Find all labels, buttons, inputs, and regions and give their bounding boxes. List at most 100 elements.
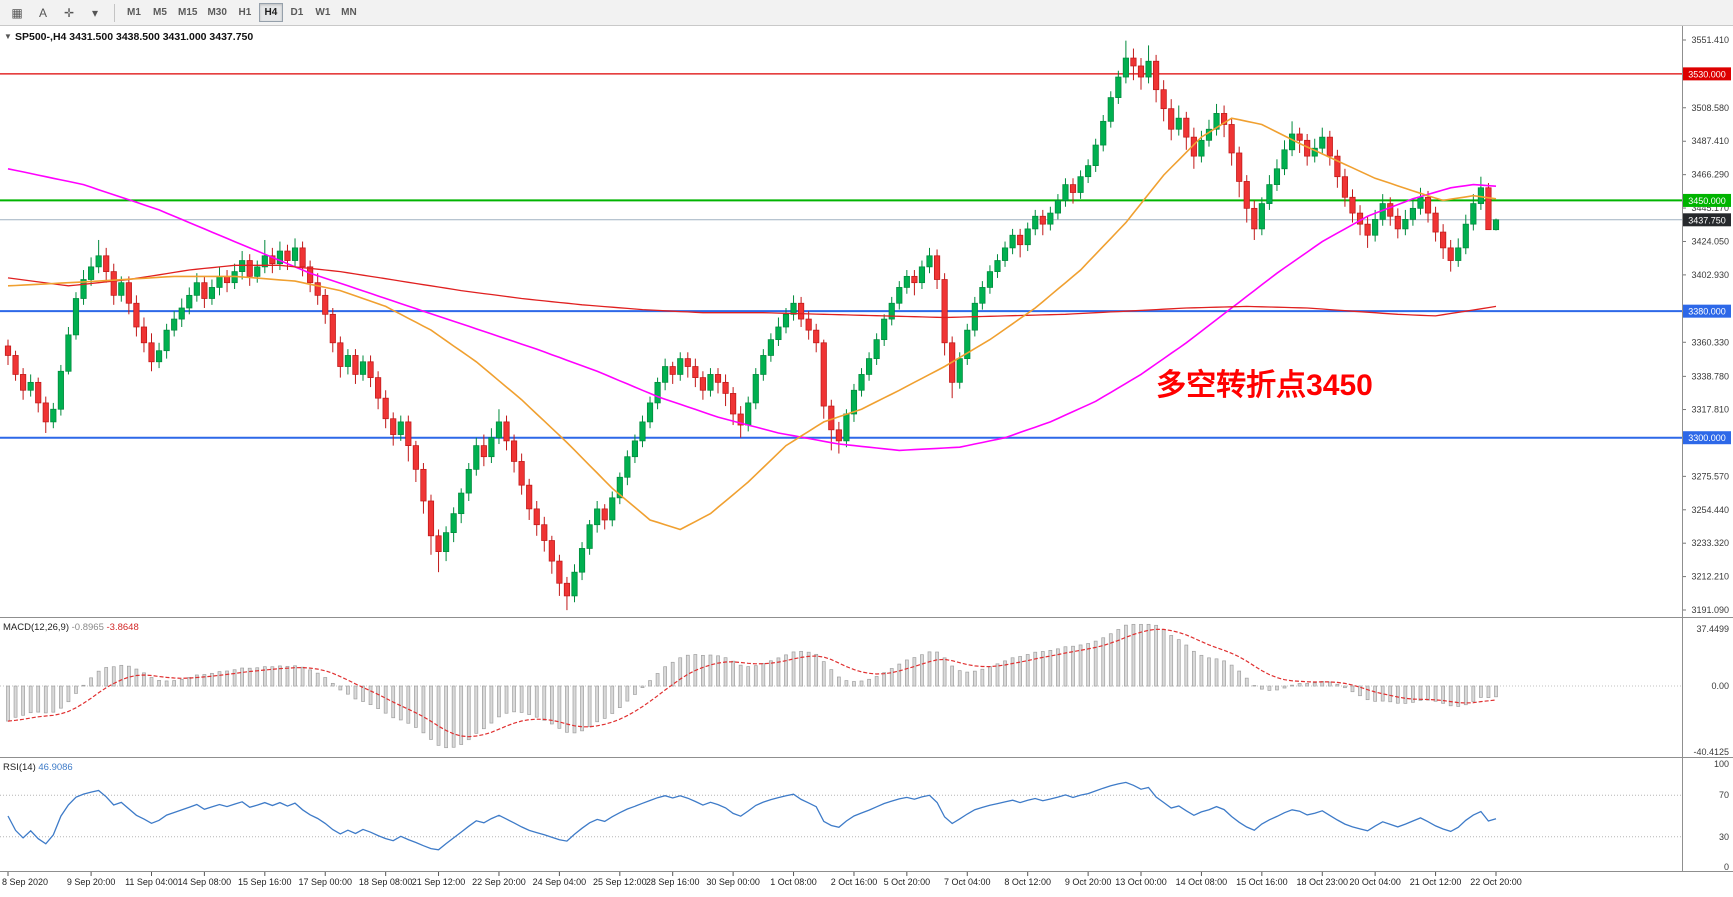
macd-histogram-bar bbox=[1161, 629, 1166, 687]
candle-body bbox=[722, 381, 729, 394]
macd-histogram-bar bbox=[1093, 640, 1098, 687]
macd-histogram-bar bbox=[232, 669, 237, 687]
tools-dropdown-icon[interactable]: ▾ bbox=[91, 5, 99, 20]
macd-histogram-bar bbox=[89, 677, 93, 687]
timeframe-mn[interactable]: MN bbox=[341, 7, 357, 18]
macd-axis-min: -40.4125 bbox=[1693, 747, 1729, 757]
bid-price-label: 3437.750 bbox=[1688, 215, 1726, 225]
top-toolbar: ▦ A ✛ ▾ M1 M5 M15 M30 H1 H4 D1 W1 MN bbox=[0, 0, 1733, 26]
macd-histogram-bar bbox=[255, 667, 260, 687]
timeframe-h1[interactable]: H1 bbox=[238, 7, 252, 18]
macd-histogram-bar bbox=[920, 654, 924, 687]
time-axis-label: 9 Oct 20:00 bbox=[1065, 877, 1112, 887]
macd-histogram-bar bbox=[1176, 639, 1181, 687]
candle-body bbox=[556, 560, 563, 584]
macd-histogram-bar bbox=[1214, 658, 1219, 687]
candle-body bbox=[526, 484, 533, 510]
macd-histogram-bar bbox=[247, 667, 252, 687]
macd-histogram-bar bbox=[338, 685, 343, 691]
candle-body bbox=[1107, 97, 1114, 122]
horizontal-levels bbox=[0, 73, 1682, 439]
timeframe-m30[interactable]: M30 bbox=[207, 7, 227, 18]
candle-body bbox=[798, 302, 805, 320]
macd-histogram-bar bbox=[43, 685, 48, 714]
price-axis[interactable]: 3551.410 3508.580 3487.410 3466.290 3445.170… bbox=[1682, 35, 1731, 615]
macd-histogram-bar bbox=[1116, 629, 1121, 687]
annotation-text[interactable]: 多空转折点3450 bbox=[1156, 369, 1373, 402]
macd-histogram-bar bbox=[542, 685, 547, 721]
time-axis-label: 13 Oct 00:00 bbox=[1115, 877, 1167, 887]
time-axis-label: 21 Sep 12:00 bbox=[412, 877, 466, 887]
timeframe-m5[interactable]: M5 bbox=[153, 7, 167, 18]
candle-body bbox=[284, 250, 291, 261]
macd-histogram-bar bbox=[134, 668, 139, 687]
time-axis-label: 1 Oct 08:00 bbox=[770, 877, 817, 887]
macd-histogram-bar bbox=[557, 685, 562, 729]
macd-histogram-bar bbox=[315, 672, 320, 687]
crosshair-tool-icon[interactable]: ✛ bbox=[63, 5, 75, 20]
hline-price-label: 3380.000 bbox=[1688, 307, 1726, 317]
ma-orange bbox=[7, 117, 1497, 531]
candle-body bbox=[465, 468, 472, 494]
timeframe-w1[interactable]: W1 bbox=[315, 7, 331, 18]
macd-histogram-bar bbox=[111, 666, 116, 687]
macd-histogram-bar bbox=[1479, 685, 1483, 698]
timeframe-d1[interactable]: D1 bbox=[290, 7, 304, 18]
macd-histogram-bar bbox=[837, 676, 841, 687]
candle-body bbox=[390, 418, 397, 435]
timeframe-h4[interactable]: H4 bbox=[258, 3, 283, 22]
macd-histogram-bar bbox=[225, 670, 229, 687]
time-axis-label: 9 Sep 20:00 bbox=[67, 877, 116, 887]
candle-body bbox=[1440, 231, 1447, 249]
macd-histogram-bar bbox=[346, 685, 350, 695]
macd-histogram-bar bbox=[1395, 685, 1400, 704]
macd-histogram-bar bbox=[1403, 685, 1408, 704]
candle-body bbox=[1039, 215, 1046, 225]
macd-histogram-bar bbox=[723, 657, 728, 687]
price-axis-label: 3551.410 bbox=[1691, 35, 1729, 45]
macd-histogram-bar bbox=[414, 685, 418, 728]
candle-body bbox=[133, 302, 140, 328]
macd-histogram-bar bbox=[1003, 660, 1007, 687]
candle-body bbox=[375, 377, 382, 399]
time-axis-label: 14 Sep 08:00 bbox=[178, 877, 232, 887]
macd-histogram-bar bbox=[927, 651, 932, 687]
candle-body bbox=[616, 476, 623, 499]
macd-histogram-bar bbox=[625, 685, 630, 702]
candle-body bbox=[1168, 108, 1175, 130]
macd-histogram-bar bbox=[1131, 623, 1136, 687]
macd-histogram-bar bbox=[270, 666, 275, 687]
timeframe-m15[interactable]: M15 bbox=[178, 7, 198, 18]
price-axis-label: 3233.320 bbox=[1691, 538, 1729, 548]
candle-body bbox=[291, 247, 299, 261]
macd-histogram-bar bbox=[769, 660, 773, 687]
candle-body bbox=[322, 294, 329, 315]
candle-body bbox=[1228, 124, 1235, 154]
candle-body bbox=[986, 271, 994, 288]
text-tool-icon[interactable]: A bbox=[38, 5, 47, 20]
macd-histogram-bar bbox=[1222, 660, 1226, 687]
macd-histogram-bar bbox=[1335, 683, 1340, 687]
candle-body bbox=[269, 255, 276, 265]
macd-histogram-bar bbox=[776, 657, 781, 687]
time-axis-label: 5 Oct 20:00 bbox=[884, 877, 931, 887]
candle-body bbox=[624, 456, 631, 478]
time-axis-label: 8 Oct 12:00 bbox=[1004, 877, 1051, 887]
macd-histogram-bar bbox=[383, 685, 388, 714]
candle-body bbox=[1417, 196, 1424, 209]
price-chart-canvas[interactable]: 多空转折点3450 ▼ SP500-,H4 3431.500 3438.500 34… bbox=[0, 26, 1733, 897]
macd-histogram-bar bbox=[610, 685, 615, 714]
charts-grid-icon[interactable]: ▦ bbox=[11, 5, 23, 20]
candle-body bbox=[571, 571, 578, 597]
macd-histogram-bar bbox=[1154, 624, 1158, 687]
time-axis[interactable]: 8 Sep 2020 9 Sep 20:00 11 Sep 04:00 14 Sep … bbox=[2, 872, 1522, 887]
candle-body bbox=[1122, 57, 1129, 78]
candle-body bbox=[745, 402, 752, 426]
candle-body bbox=[1409, 207, 1416, 220]
timeframe-m1[interactable]: M1 bbox=[127, 7, 141, 18]
macd-histogram-bar bbox=[1305, 683, 1310, 687]
macd-histogram-bar bbox=[497, 685, 501, 718]
macd-histogram-bar bbox=[587, 685, 592, 728]
macd-histogram-bar bbox=[1433, 685, 1438, 702]
candle-body bbox=[1349, 196, 1356, 214]
